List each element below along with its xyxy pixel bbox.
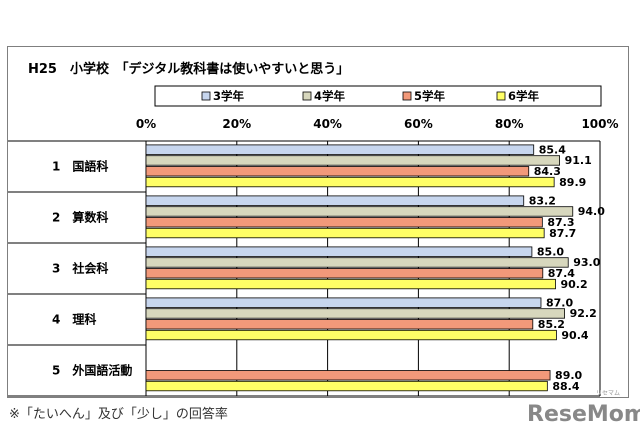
bar bbox=[145, 297, 542, 308]
tick-label: 80% bbox=[495, 117, 524, 131]
data-label: 84.3 bbox=[534, 165, 561, 178]
resemom-logo: リセマム ReseMom bbox=[527, 390, 640, 427]
bar bbox=[145, 155, 560, 166]
tick-label: 40% bbox=[313, 117, 342, 131]
legend-label: 4学年 bbox=[314, 89, 346, 103]
grid-lines bbox=[8, 140, 601, 397]
tick-label: 0% bbox=[136, 117, 156, 131]
legend-swatch bbox=[402, 91, 412, 101]
footnote: ※「たいへん」及び「少し」の回答率 bbox=[9, 406, 228, 422]
data-label: 87.0 bbox=[546, 296, 573, 309]
watermark-sub: リセマム bbox=[596, 390, 620, 397]
bar bbox=[145, 329, 557, 341]
chart-title: H25 小学校 「デジタル教科書は使いやすいと思う」 bbox=[28, 61, 349, 77]
tick-label: 100% bbox=[581, 117, 618, 131]
data-label: 87.4 bbox=[548, 267, 575, 280]
data-label: 93.0 bbox=[573, 256, 600, 269]
legend-box bbox=[154, 85, 602, 107]
bar bbox=[145, 144, 535, 155]
bar bbox=[145, 166, 530, 177]
data-label: 83.2 bbox=[529, 194, 556, 207]
legend-label: 6学年 bbox=[508, 89, 540, 103]
chart-frame bbox=[7, 46, 629, 398]
data-labels: 85.491.1 84.389.983.2 94.0 87.387.7 85.0 93.0… bbox=[529, 143, 606, 392]
tick-label: 20% bbox=[222, 117, 251, 131]
legend-label: 5学年 bbox=[414, 89, 446, 103]
category-label: 5 外国語活動 bbox=[52, 363, 132, 378]
category-label: 2 算数科 bbox=[52, 210, 108, 225]
bar bbox=[145, 308, 565, 319]
bar bbox=[145, 257, 569, 268]
data-label: 85.4 bbox=[539, 143, 566, 156]
legend: 3学年 4学年 5学年 6学年 bbox=[154, 85, 602, 107]
bar bbox=[145, 246, 533, 257]
x-axis-ticks: 0% 20% 40% 60% 80% 100% bbox=[136, 117, 619, 131]
legend-swatch bbox=[302, 91, 312, 101]
bar bbox=[145, 206, 574, 217]
bar bbox=[145, 370, 551, 381]
data-label: 85.2 bbox=[538, 318, 565, 331]
bar bbox=[145, 319, 534, 330]
bar bbox=[145, 380, 548, 392]
data-label: 90.2 bbox=[561, 278, 588, 291]
data-label: 87.7 bbox=[549, 227, 576, 240]
category-label: 3 社会科 bbox=[52, 261, 108, 276]
bars bbox=[145, 144, 574, 392]
legend-swatch bbox=[201, 91, 211, 101]
bar bbox=[145, 268, 544, 279]
legend-label: 3学年 bbox=[213, 89, 245, 103]
bar bbox=[145, 227, 545, 239]
category-labels: 1 国語科 2 算数科 3 社会科 4 理科 5 外国語活動 bbox=[52, 159, 132, 378]
data-label: 90.4 bbox=[561, 329, 588, 342]
data-label: 89.9 bbox=[559, 176, 586, 189]
data-label: 87.3 bbox=[547, 216, 574, 229]
bar bbox=[145, 176, 555, 188]
bar bbox=[145, 278, 556, 290]
legend-swatch bbox=[496, 91, 506, 101]
data-label: 89.0 bbox=[555, 369, 582, 382]
bar bbox=[145, 217, 543, 228]
category-label: 1 国語科 bbox=[52, 159, 108, 174]
category-label: 4 理科 bbox=[52, 312, 96, 327]
data-label: 92.2 bbox=[570, 307, 597, 320]
data-label: 91.1 bbox=[565, 154, 592, 167]
bar bbox=[145, 195, 525, 206]
data-label: 94.0 bbox=[578, 205, 605, 218]
data-label: 88.4 bbox=[552, 380, 579, 393]
data-label: 85.0 bbox=[537, 245, 564, 258]
tick-label: 60% bbox=[404, 117, 433, 131]
watermark-text: ReseMom bbox=[527, 402, 640, 427]
